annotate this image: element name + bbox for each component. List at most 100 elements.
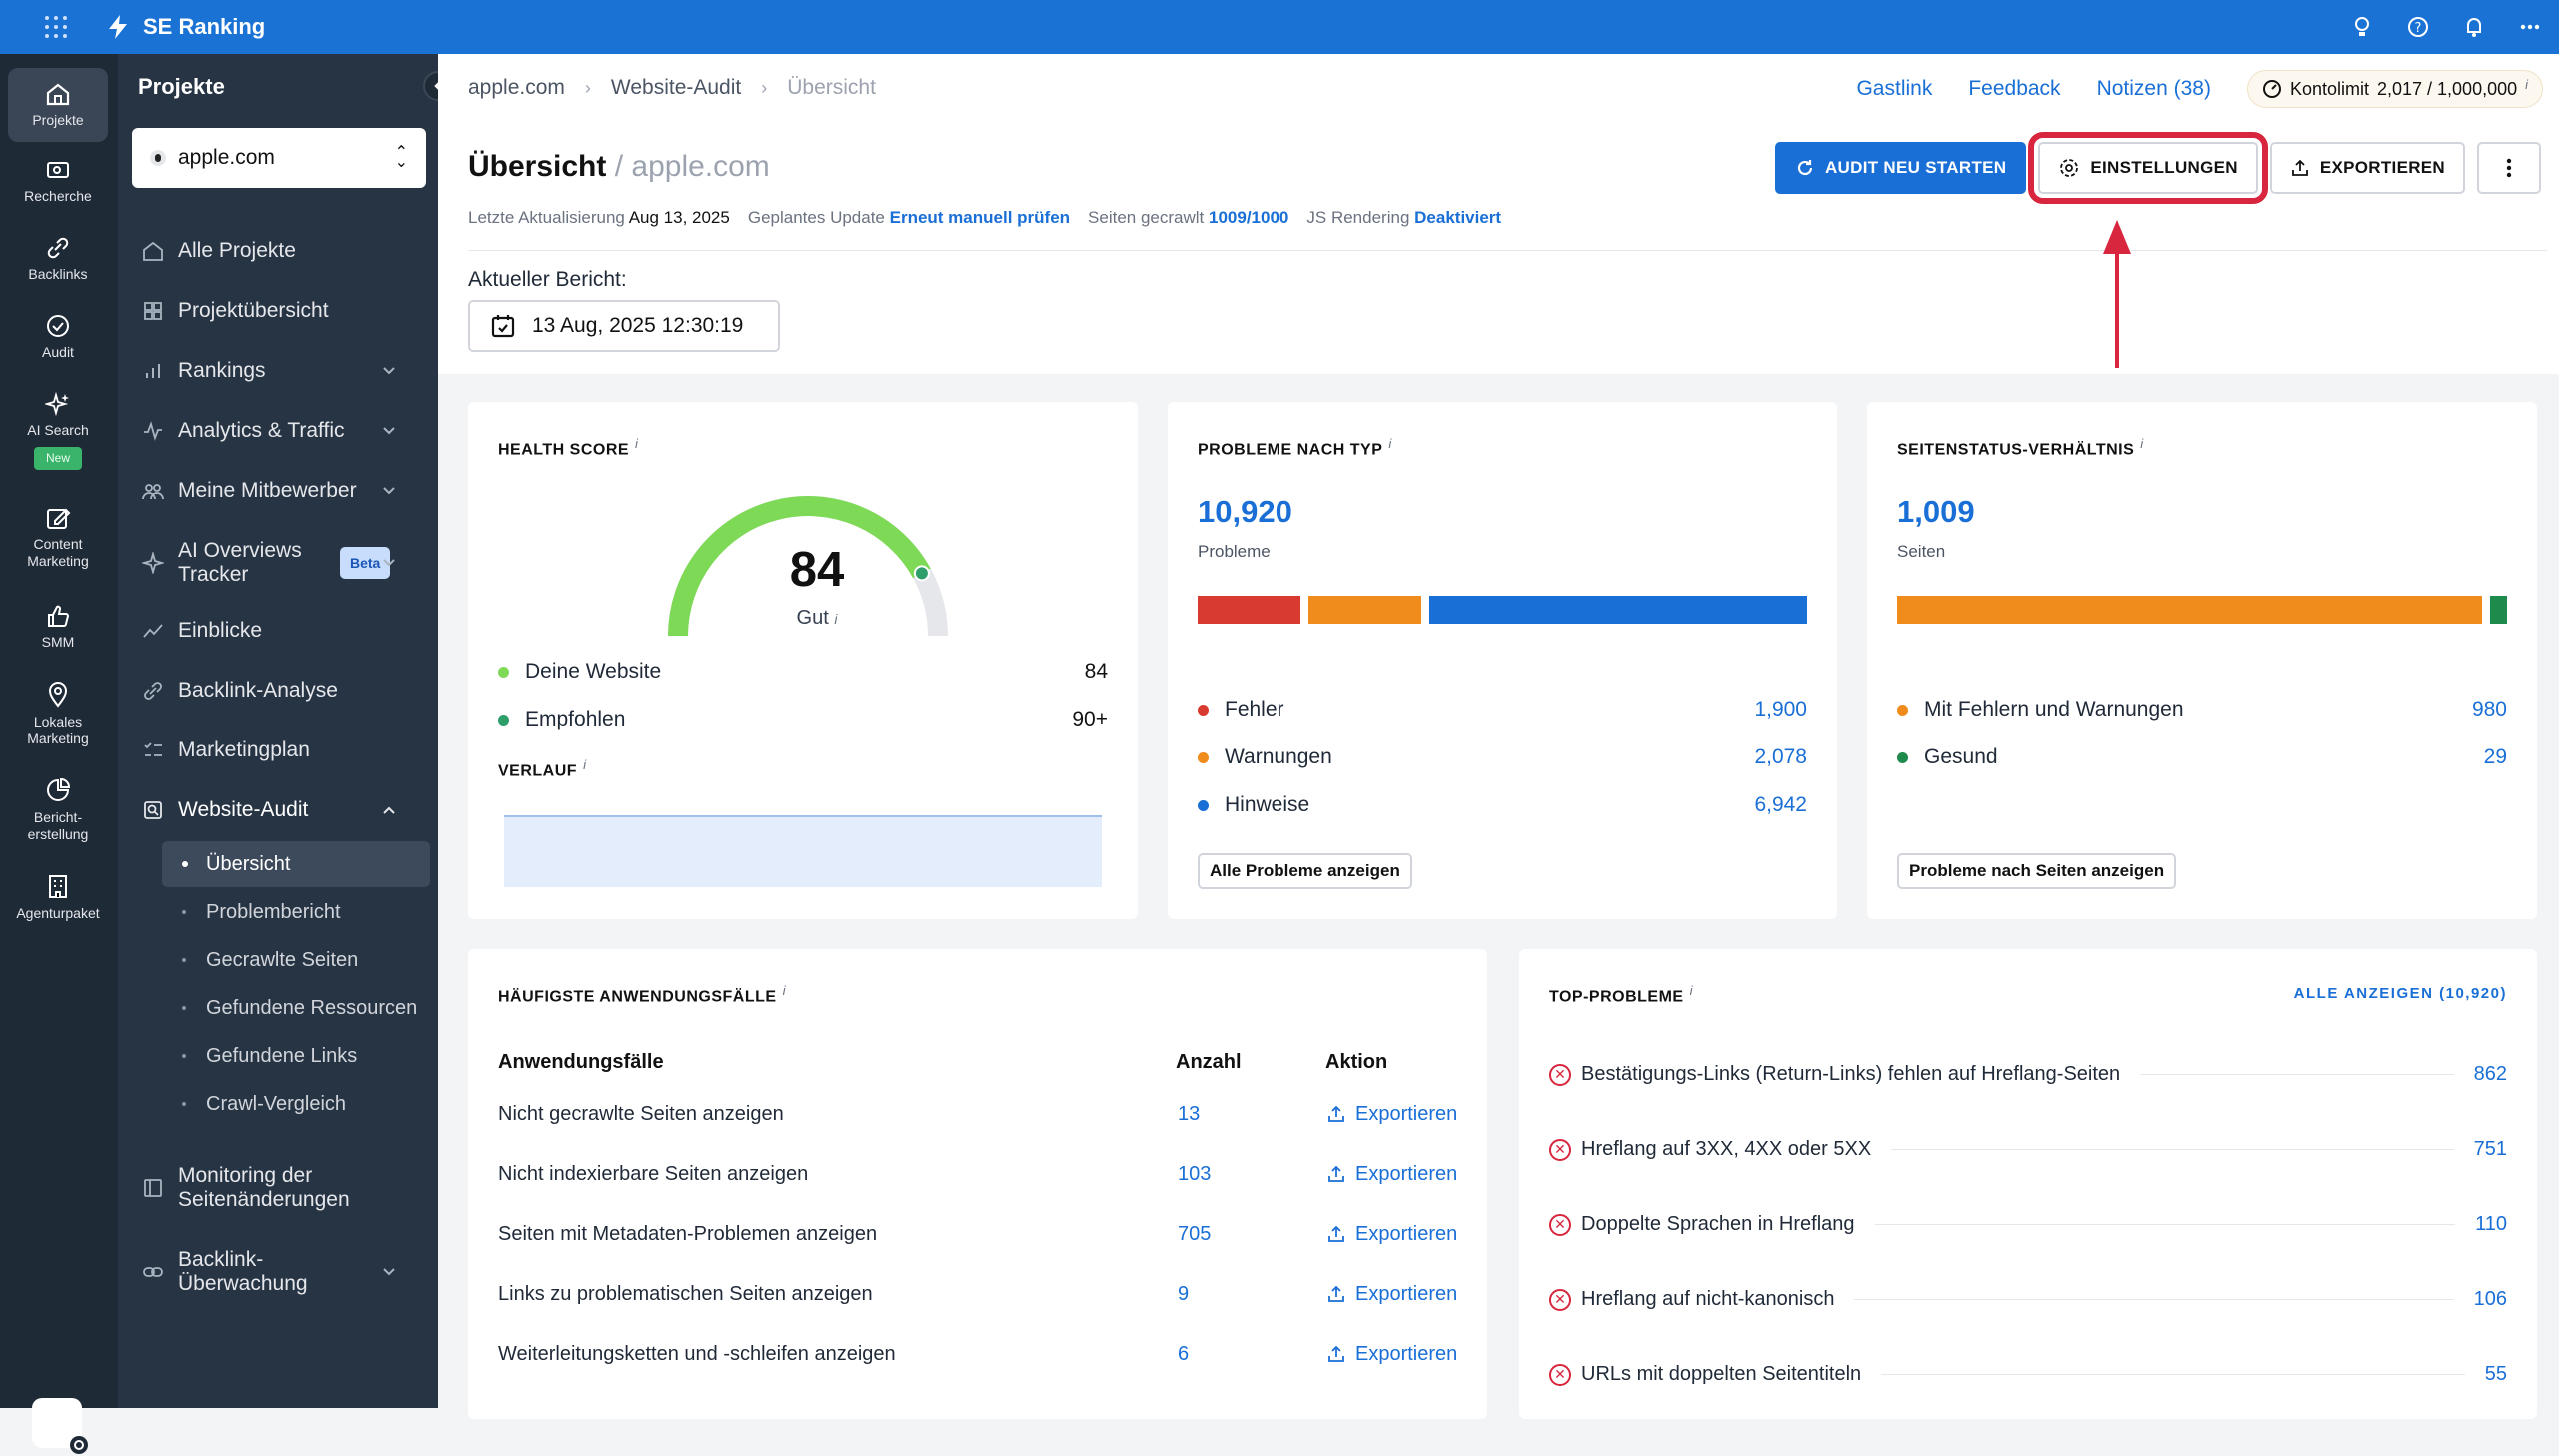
meta-js-rendering: JS Rendering Deaktiviert <box>1306 208 1502 227</box>
sidebar-item-marketingplan[interactable]: Marketingplan <box>118 728 438 773</box>
pin-icon <box>48 682 68 708</box>
gauge-icon <box>2262 80 2281 98</box>
more-icon[interactable] <box>2519 16 2541 38</box>
project-selector[interactable]: apple.com ⌃ ⌄ <box>132 128 426 188</box>
export-action[interactable]: Exportieren <box>1327 1163 1457 1186</box>
list-item[interactable]: ✕ Hreflang auf nicht-kanonisch 106 <box>1549 1288 2507 1311</box>
sidebar-item-rankings[interactable]: Rankings <box>118 348 438 394</box>
rail-projekte[interactable]: Projekte <box>8 68 108 142</box>
export-action[interactable]: Exportieren <box>1327 1343 1457 1366</box>
rail-backlinks[interactable]: Backlinks <box>8 236 108 283</box>
history-chart <box>504 815 1102 887</box>
rail-lokales-marketing[interactable]: Lokales Marketing <box>8 682 108 747</box>
list-item[interactable]: ✕ URLs mit doppelten Seitentiteln 55 <box>1549 1363 2507 1386</box>
status-row-healthy[interactable]: Gesund 29 <box>1897 745 2507 769</box>
issues-by-pages-button[interactable]: Probleme nach Seiten anzeigen <box>1897 853 2177 889</box>
count-link[interactable]: 705 <box>1178 1222 1212 1245</box>
rail-smm[interactable]: SMM <box>8 604 108 651</box>
user-avatar[interactable] <box>32 1398 88 1454</box>
settings-button[interactable]: EINSTELLUNGEN <box>2028 132 2268 204</box>
sidebar-sub-uebersicht[interactable]: Übersicht <box>162 841 430 887</box>
rail-ai-search[interactable]: AI Search New <box>8 392 108 470</box>
list-item[interactable]: ✕ Doppelte Sprachen in Hreflang 110 <box>1549 1213 2507 1236</box>
rail-label: SMM <box>41 634 75 650</box>
list-item[interactable]: ✕ Hreflang auf 3XX, 4XX oder 5XX 751 <box>1549 1138 2507 1161</box>
account-limit-badge[interactable]: Kontolimit 2,017 / 1,000,000 i <box>2246 70 2543 108</box>
count-link[interactable]: 9 <box>1178 1282 1190 1305</box>
link-icon <box>144 682 162 700</box>
chevron-down-icon <box>383 427 395 435</box>
svg-text:?: ? <box>2415 21 2422 36</box>
export-action[interactable]: Exportieren <box>1327 1103 1457 1126</box>
apple-logo-icon <box>150 150 166 166</box>
sidebar-item-ai-overviews[interactable]: AI Overviews Tracker Beta <box>118 528 438 598</box>
crumb-website-audit[interactable]: Website-Audit <box>610 76 742 99</box>
sidebar-item-einblicke[interactable]: Einblicke <box>118 608 438 654</box>
top-issues-card: TOP-PROBLEME i ALLE ANZEIGEN (10,920) ✕ Be… <box>1519 949 2537 1419</box>
check-circle-icon <box>47 315 69 337</box>
sidebar-item-backlink-ueberwachung[interactable]: Backlink-Überwachung <box>118 1237 438 1307</box>
restart-audit-button[interactable]: AUDIT NEU STARTEN <box>1774 142 2027 194</box>
export-button[interactable]: EXPORTIEREN <box>2269 142 2465 194</box>
dashboard-icon <box>144 302 162 320</box>
legend-dot <box>498 714 509 726</box>
all-issues-button[interactable]: Alle Probleme anzeigen <box>1198 853 1412 889</box>
notizen-link[interactable]: Notizen (38) <box>2096 77 2211 100</box>
gauge-marker <box>913 565 930 582</box>
export-action[interactable]: Exportieren <box>1327 1223 1457 1246</box>
home-icon <box>46 83 70 105</box>
list-item[interactable]: ✕ Bestätigungs-Links (Return-Links) fehle… <box>1549 1063 2507 1086</box>
issues-row-fehler[interactable]: Fehler 1,900 <box>1198 698 1807 722</box>
feedback-link[interactable]: Feedback <box>1968 77 2061 100</box>
show-all-issues-link[interactable]: ALLE ANZEIGEN (10,920) <box>2293 985 2507 1002</box>
count-link[interactable]: 13 <box>1178 1102 1201 1125</box>
rail-agenturpaket[interactable]: Agenturpaket <box>8 873 108 922</box>
brand-logo[interactable]: SE Ranking <box>105 14 265 40</box>
sidebar-sub-ressourcen[interactable]: Gefundene Ressourcen <box>162 985 430 1031</box>
help-icon[interactable]: ? <box>2407 16 2429 38</box>
rail-audit[interactable]: Audit <box>8 314 108 361</box>
info-icon: i <box>782 983 787 998</box>
issues-bar-segment-1 <box>1308 596 1422 624</box>
sidebar-sub-gecrawlte-seiten[interactable]: Gecrawlte Seiten <box>162 937 430 983</box>
rail-recherche[interactable]: Recherche <box>8 160 108 205</box>
sidebar-sub-problembericht[interactable]: Problembericht <box>162 889 430 935</box>
info-icon: i <box>1388 436 1392 451</box>
report-date-picker[interactable]: 13 Aug, 2025 12:30:19 <box>468 300 780 352</box>
table-row: Seiten mit Metadaten-Problemen anzeigen 7… <box>498 1222 1458 1246</box>
sidebar-item-alle-projekte[interactable]: Alle Projekte <box>118 228 438 274</box>
rail-label: Agenturpaket <box>16 905 100 921</box>
count-link[interactable]: 6 <box>1178 1342 1190 1365</box>
status-row-errors[interactable]: Mit Fehlern und Warnungen 980 <box>1897 698 2507 722</box>
sidebar-item-monitoring[interactable]: Monitoring der Seitenänderungen <box>118 1153 438 1223</box>
count-link[interactable]: 103 <box>1178 1162 1212 1185</box>
issues-row-warnungen[interactable]: Warnungen 2,078 <box>1198 745 1807 769</box>
gastlink-link[interactable]: Gastlink <box>1856 77 1933 100</box>
sidebar-item-projektuebersicht[interactable]: Projektübersicht <box>118 288 438 334</box>
upload-icon <box>1328 1285 1344 1302</box>
bell-icon[interactable] <box>2463 16 2485 38</box>
rail-content-marketing[interactable]: Content Marketing <box>8 506 108 570</box>
sidebar-item-label: Backlink-Analyse <box>178 679 338 702</box>
js-rendering-link[interactable]: Deaktiviert <box>1414 208 1502 227</box>
crumb-separator-icon: › <box>584 77 591 98</box>
sidebar-item-analytics-traffic[interactable]: Analytics & Traffic <box>118 408 438 454</box>
rail-berichterstellung[interactable]: Bericht-erstellung <box>8 777 108 843</box>
sidebar-item-website-audit[interactable]: Website-Audit <box>118 787 438 833</box>
apps-grid-icon[interactable] <box>45 15 69 39</box>
sidebar-sub-crawl-vergleich[interactable]: Crawl-Vergleich <box>162 1081 430 1127</box>
pages-crawled-link[interactable]: 1009/1000 <box>1209 208 1289 227</box>
info-icon: i <box>834 611 838 627</box>
lightbulb-icon[interactable] <box>2351 16 2373 38</box>
sidebar-sub-links[interactable]: Gefundene Links <box>162 1033 430 1079</box>
export-action[interactable]: Exportieren <box>1327 1283 1457 1306</box>
crumb-project[interactable]: apple.com <box>468 76 565 99</box>
legend-dot <box>498 666 509 678</box>
sidebar-item-backlink-analyse[interactable]: Backlink-Analyse <box>118 668 438 714</box>
project-sidebar: Projekte apple.com ⌃ ⌄ Alle Projekte Proj… <box>118 54 453 1408</box>
page-header: apple.com › Website-Audit › Übersicht Ga… <box>438 54 2559 374</box>
issues-row-hinweise[interactable]: Hinweise 6,942 <box>1198 793 1807 817</box>
sidebar-item-mitbewerber[interactable]: Meine Mitbewerber <box>118 468 438 514</box>
planned-update-link[interactable]: Erneut manuell prüfen <box>889 208 1071 227</box>
more-options-button[interactable] <box>2477 142 2541 194</box>
